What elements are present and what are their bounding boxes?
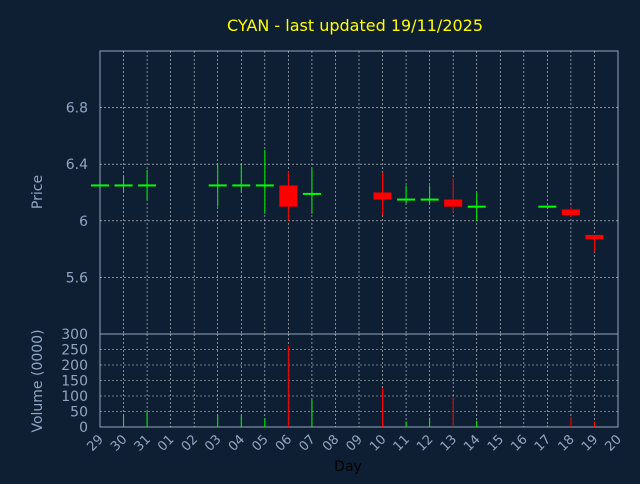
candle-body bbox=[91, 184, 109, 187]
x-tick-label: 05 bbox=[249, 432, 271, 454]
candle-body bbox=[538, 205, 557, 208]
candle-body bbox=[420, 198, 439, 201]
price-axis-label: Price bbox=[30, 175, 46, 209]
x-tick-label: 10 bbox=[367, 432, 389, 454]
price-panel: 5.6 6 6.4 6.8 bbox=[66, 50, 619, 335]
volume-tick-label: 150 bbox=[61, 374, 88, 390]
x-tick-label: 15 bbox=[485, 432, 507, 454]
candle-body bbox=[138, 184, 157, 187]
x-tick-label: 02 bbox=[179, 432, 201, 454]
x-tick-label: 13 bbox=[438, 432, 460, 454]
x-tick-label: 30 bbox=[108, 432, 130, 454]
x-tick-label: 01 bbox=[155, 432, 177, 454]
candle-body bbox=[444, 199, 463, 207]
candle-body bbox=[585, 234, 604, 240]
chart-title: CYAN - last updated 19/11/2025 bbox=[227, 16, 483, 35]
x-tick-label: 16 bbox=[508, 432, 530, 454]
x-tick-label: 11 bbox=[391, 432, 413, 454]
price-tick-label: 6.8 bbox=[66, 101, 88, 117]
candle-body bbox=[467, 205, 486, 208]
candle-body bbox=[232, 184, 251, 187]
x-tick-labels: 29 30 31 01 02 03 04 05 06 07 08 09 10 11 12 13 14 15 16 17… bbox=[85, 432, 625, 454]
x-tick-label: 09 bbox=[344, 432, 366, 454]
x-tick-label: 04 bbox=[226, 432, 248, 454]
candle-body bbox=[561, 209, 580, 216]
x-tick-label: 08 bbox=[320, 432, 342, 454]
volume-axis-label: Volume (0000) bbox=[30, 329, 46, 432]
candle-body bbox=[114, 184, 133, 187]
candle-body bbox=[208, 184, 227, 187]
x-axis-label: Day bbox=[334, 459, 362, 475]
volume-tick-label: 250 bbox=[61, 343, 88, 359]
candle-body bbox=[373, 192, 392, 200]
x-tick-label: 07 bbox=[296, 432, 318, 454]
x-tick-label: 12 bbox=[414, 432, 436, 454]
candle-body bbox=[255, 184, 274, 187]
x-tick-label: 14 bbox=[461, 432, 483, 454]
x-tick-label: 03 bbox=[202, 432, 224, 454]
price-tick-label: 6.4 bbox=[66, 157, 88, 173]
x-tick-label: 18 bbox=[555, 432, 577, 454]
x-tick-label: 31 bbox=[132, 432, 154, 454]
volume-tick-label: 300 bbox=[61, 327, 88, 343]
x-tick-label: 17 bbox=[532, 432, 554, 454]
candle-body bbox=[397, 198, 416, 201]
price-tick-label: 5.6 bbox=[66, 270, 88, 286]
volume-tick-label: 100 bbox=[61, 389, 88, 405]
volume-tick-label: 0 bbox=[79, 420, 88, 436]
volume-tick-label: 50 bbox=[70, 405, 88, 421]
volume-tick-label: 200 bbox=[61, 358, 88, 374]
candle-body bbox=[279, 185, 298, 207]
candle-body bbox=[302, 192, 321, 195]
price-tick-label: 6 bbox=[79, 214, 88, 230]
x-tick-label: 06 bbox=[273, 432, 295, 454]
x-tick-label: 19 bbox=[579, 432, 601, 454]
x-tick-label: 20 bbox=[603, 432, 625, 454]
